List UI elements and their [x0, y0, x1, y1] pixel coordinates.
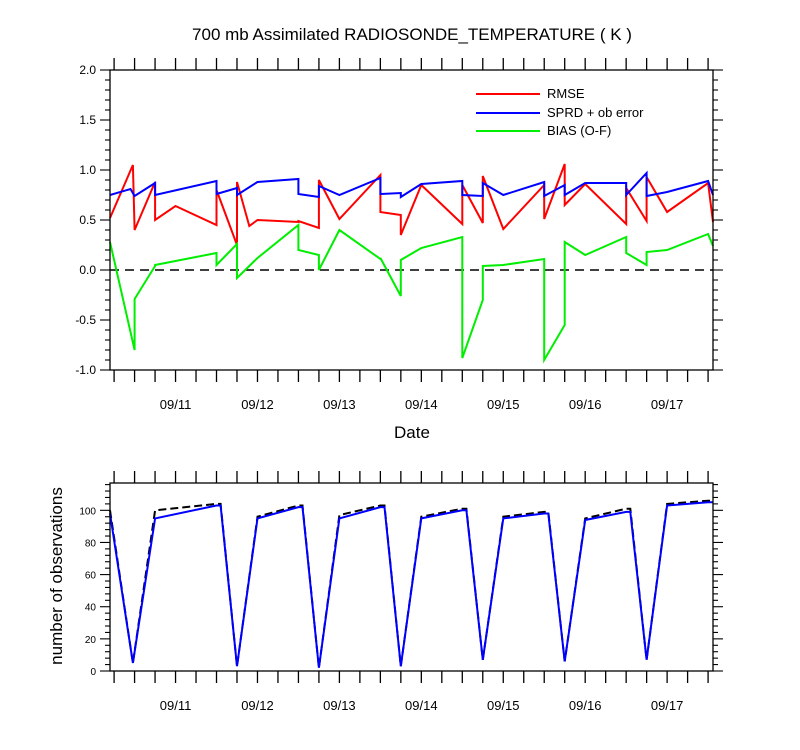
y-tick-label: 100: [79, 506, 96, 517]
top-y-tick-labels: -1.0 -0.5 0.0 0.5 1.0 1.5 2.0: [75, 63, 96, 377]
y-tick-label: 1.5: [79, 113, 96, 127]
bottom-x-tick-labels: 09/11 09/12 09/13 09/14 09/15 09/16 09/17: [160, 698, 684, 713]
legend-label-bias: BIAS (O-F): [547, 123, 611, 138]
y-tick-label: 0: [90, 667, 96, 678]
bottom-axis-ticks: [100, 471, 723, 683]
y-tick-label: 1.0: [79, 163, 96, 177]
legend-label-rmse: RMSE: [547, 86, 585, 101]
y-tick-label: 0.0: [79, 263, 96, 277]
series-line-rmse: [109, 163, 714, 246]
bottom-plot-frame: [109, 482, 714, 672]
x-tick-label: 09/17: [651, 397, 684, 412]
x-tick-label: 09/14: [405, 698, 438, 713]
x-tick-label: 09/12: [241, 698, 274, 713]
series-line-sprd-ob-error: [109, 170, 714, 199]
y-tick-label: -0.5: [75, 313, 96, 327]
x-tick-label: 09/13: [323, 698, 356, 713]
bottom-series-group: [109, 499, 713, 668]
y-tick-label: 20: [85, 635, 97, 646]
top-plot-frame: [109, 69, 714, 371]
series-line-assimilated-observations: [109, 501, 713, 668]
x-tick-label: 09/15: [487, 397, 520, 412]
legend-label-sprd: SPRD + ob error: [547, 105, 644, 120]
x-axis-title: Date: [394, 423, 430, 442]
top-series-group: [109, 163, 714, 364]
top-x-tick-labels: 09/11 09/12 09/13 09/14 09/15 09/16 09/17: [160, 397, 684, 412]
x-tick-label: 09/16: [569, 397, 602, 412]
bottom-y-tick-labels: 0 20 40 60 80 100: [79, 506, 96, 678]
y-tick-label: 0.5: [79, 213, 96, 227]
y-tick-label: -1.0: [75, 363, 96, 377]
y-tick-label: 80: [85, 538, 97, 549]
x-tick-label: 09/17: [651, 698, 684, 713]
x-tick-label: 09/15: [487, 698, 520, 713]
x-tick-label: 09/11: [160, 397, 192, 412]
top-plot-area: -1.0-0.50.00.51.01.52.0 09/11 09/12 09/13 0…: [75, 58, 723, 412]
x-tick-label: 09/11: [160, 698, 192, 713]
y-axis-title-observations: number of observations: [47, 487, 66, 665]
x-tick-label: 09/12: [241, 397, 274, 412]
chart-title: 700 mb Assimilated RADIOSONDE_TEMPERATUR…: [192, 25, 632, 44]
x-tick-label: 09/13: [323, 397, 356, 412]
y-tick-label: 2.0: [79, 63, 96, 77]
y-tick-label: 40: [85, 603, 97, 614]
y-tick-label: 60: [85, 571, 97, 582]
legend: RMSE SPRD + ob error BIAS (O-F): [476, 86, 644, 138]
x-tick-label: 09/16: [569, 698, 602, 713]
top-axis-ticks: [100, 58, 723, 382]
series-line-bias-o-f: [109, 222, 714, 364]
x-tick-label: 09/14: [405, 397, 438, 412]
